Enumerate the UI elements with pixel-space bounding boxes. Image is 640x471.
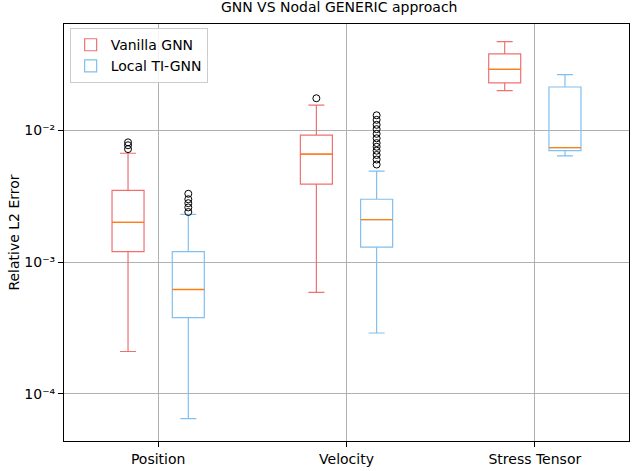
svg-text:Local TI-GNN: Local TI-GNN (111, 58, 202, 74)
svg-text:10⁻²: 10⁻² (24, 122, 55, 138)
svg-text:Position: Position (131, 451, 186, 467)
svg-text:10⁻³: 10⁻³ (24, 254, 55, 270)
svg-text:Stress Tensor: Stress Tensor (488, 451, 581, 467)
svg-text:Vanilla GNN: Vanilla GNN (111, 37, 193, 53)
svg-text:10⁻⁴: 10⁻⁴ (24, 386, 55, 402)
svg-text:GNN VS Nodal GENERIC approach: GNN VS Nodal GENERIC approach (221, 0, 458, 15)
svg-text:Relative L2 Error: Relative L2 Error (6, 174, 22, 290)
svg-text:Velocity: Velocity (319, 451, 374, 467)
